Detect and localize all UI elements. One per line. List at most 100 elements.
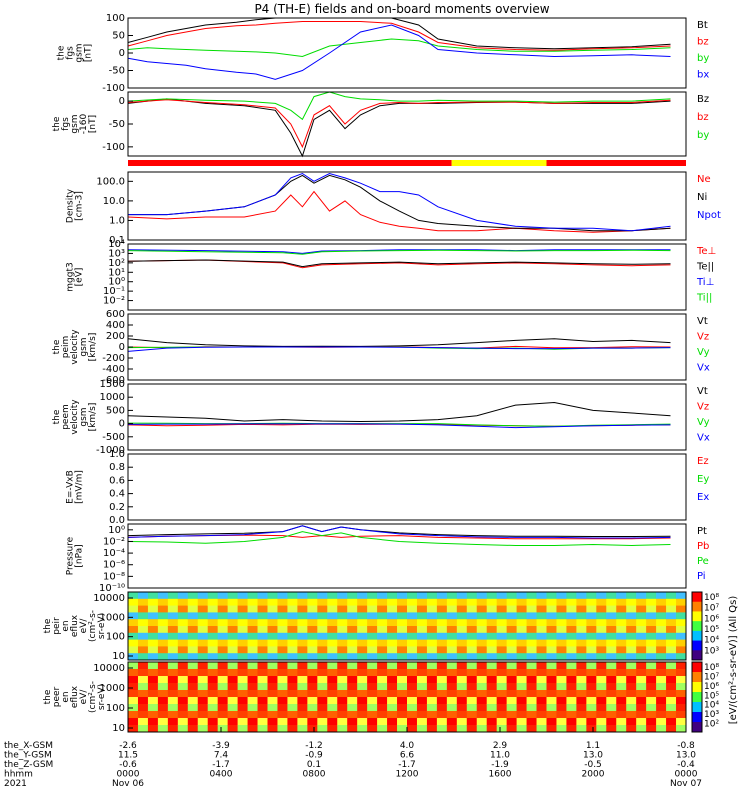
heatmap-cell (606, 697, 617, 705)
heatmap-cell (307, 632, 318, 641)
heatmap-cell (257, 632, 268, 641)
heatmap-cell (606, 598, 617, 607)
y-tick-label: 10² (108, 258, 125, 269)
heatmap-cell (446, 632, 458, 641)
heatmap-cell (666, 711, 677, 719)
heatmap-cell (237, 718, 249, 726)
heatmap-cell (297, 725, 308, 733)
heatmap-cell (666, 598, 677, 607)
heatmap-cell (187, 632, 199, 641)
heatmap-cell (556, 639, 567, 647)
heatmap-cell (516, 598, 528, 607)
heatmap-cell (177, 598, 189, 607)
heatmap-cell (476, 605, 488, 613)
heatmap-cell (157, 626, 169, 634)
colorbar-tick-label: 10³ (704, 646, 719, 656)
series-label: Vx (697, 433, 710, 444)
heatmap-cell (536, 725, 547, 733)
heatmap-cell (367, 697, 378, 705)
heatmap-cell (596, 690, 607, 698)
heatmap-cell (247, 718, 259, 726)
heatmap-cell (666, 725, 677, 733)
heatmap-cell (307, 592, 318, 600)
heatmap-cell (566, 612, 577, 620)
heatmap-cell (546, 626, 557, 634)
y-axis-label: peer (52, 686, 62, 707)
heatmap-cell (426, 619, 438, 627)
heatmap-cell (177, 676, 189, 684)
y-tick-label: 10⁻⁸ (103, 571, 125, 582)
heatmap-cell (616, 725, 627, 733)
heatmap-cell (616, 683, 627, 691)
heatmap-cell (357, 653, 368, 661)
colorbar-segment (692, 630, 702, 642)
heatmap-cell (566, 598, 577, 607)
heatmap-cell (416, 626, 428, 634)
heatmap-cell (606, 676, 617, 684)
heatmap-cell (207, 612, 219, 620)
heatmap-cell (596, 704, 607, 712)
heatmap-cell (426, 646, 438, 654)
heatmap-cell (277, 697, 288, 705)
heatmap-cell (177, 704, 189, 712)
heatmap-cell (646, 619, 657, 627)
ephemeris-value: -0.4 (677, 760, 695, 770)
heatmap-cell (446, 711, 458, 719)
heatmap-cell (327, 592, 338, 600)
series-line (127, 38, 671, 58)
heatmap-cell (347, 632, 358, 641)
y-tick-label: 0 (119, 96, 125, 107)
heatmap-cell (656, 683, 667, 691)
heatmap-cell (666, 704, 677, 712)
series-label: Ne (697, 174, 711, 185)
heatmap-cell (496, 704, 508, 712)
heatmap-cell (337, 676, 348, 684)
heatmap-cell (277, 598, 288, 607)
ephemeris-label: the_Y-GSM (4, 751, 52, 761)
heatmap-cell (227, 592, 239, 600)
heatmap-cell (416, 690, 428, 698)
heatmap-cell (496, 612, 508, 620)
heatmap-cell (556, 632, 567, 641)
heatmap-cell (187, 592, 199, 600)
heatmap-cell (377, 646, 388, 654)
heatmap-cell (327, 598, 338, 607)
heatmap-cell (207, 725, 219, 733)
heatmap-cell (347, 598, 358, 607)
heatmap-cell (377, 697, 388, 705)
series-label: Ex (697, 492, 709, 503)
series-label: Vt (697, 316, 708, 327)
heatmap-cell (187, 598, 199, 607)
heatmap-cell (626, 639, 637, 647)
heatmap-cell (407, 669, 418, 677)
heatmap-cell (466, 683, 478, 691)
y-tick-label: 10³ (108, 248, 125, 259)
heatmap-cell (128, 683, 139, 691)
heatmap-cell (197, 619, 209, 627)
heatmap-cell (586, 704, 597, 712)
heatmap-cell (327, 639, 338, 647)
series-label: Te|| (696, 262, 714, 273)
heatmap-cell (407, 676, 418, 684)
heatmap-cell (157, 592, 169, 600)
heatmap-cell (656, 632, 667, 641)
y-axis-label: Density (66, 188, 76, 223)
heatmap-cell (626, 626, 637, 634)
heatmap-cell (506, 683, 518, 691)
colorbar-segment (692, 592, 702, 603)
series-label: Pi (697, 571, 706, 582)
heatmap-cell (606, 653, 617, 661)
heatmap-cell (357, 683, 368, 691)
heatmap-cell (646, 662, 657, 670)
heatmap-cell (486, 676, 498, 684)
heatmap-cell (407, 725, 418, 733)
heatmap-cell (556, 725, 567, 733)
heatmap-cell (397, 639, 408, 647)
y-axis-label: (cm²-s- (88, 610, 98, 642)
heatmap-cell (676, 653, 687, 661)
heatmap-cell (496, 598, 508, 607)
heatmap-cell (337, 605, 348, 613)
heatmap-cell (197, 653, 209, 661)
series-label: Vx (697, 363, 710, 374)
heatmap-cell (377, 669, 388, 677)
